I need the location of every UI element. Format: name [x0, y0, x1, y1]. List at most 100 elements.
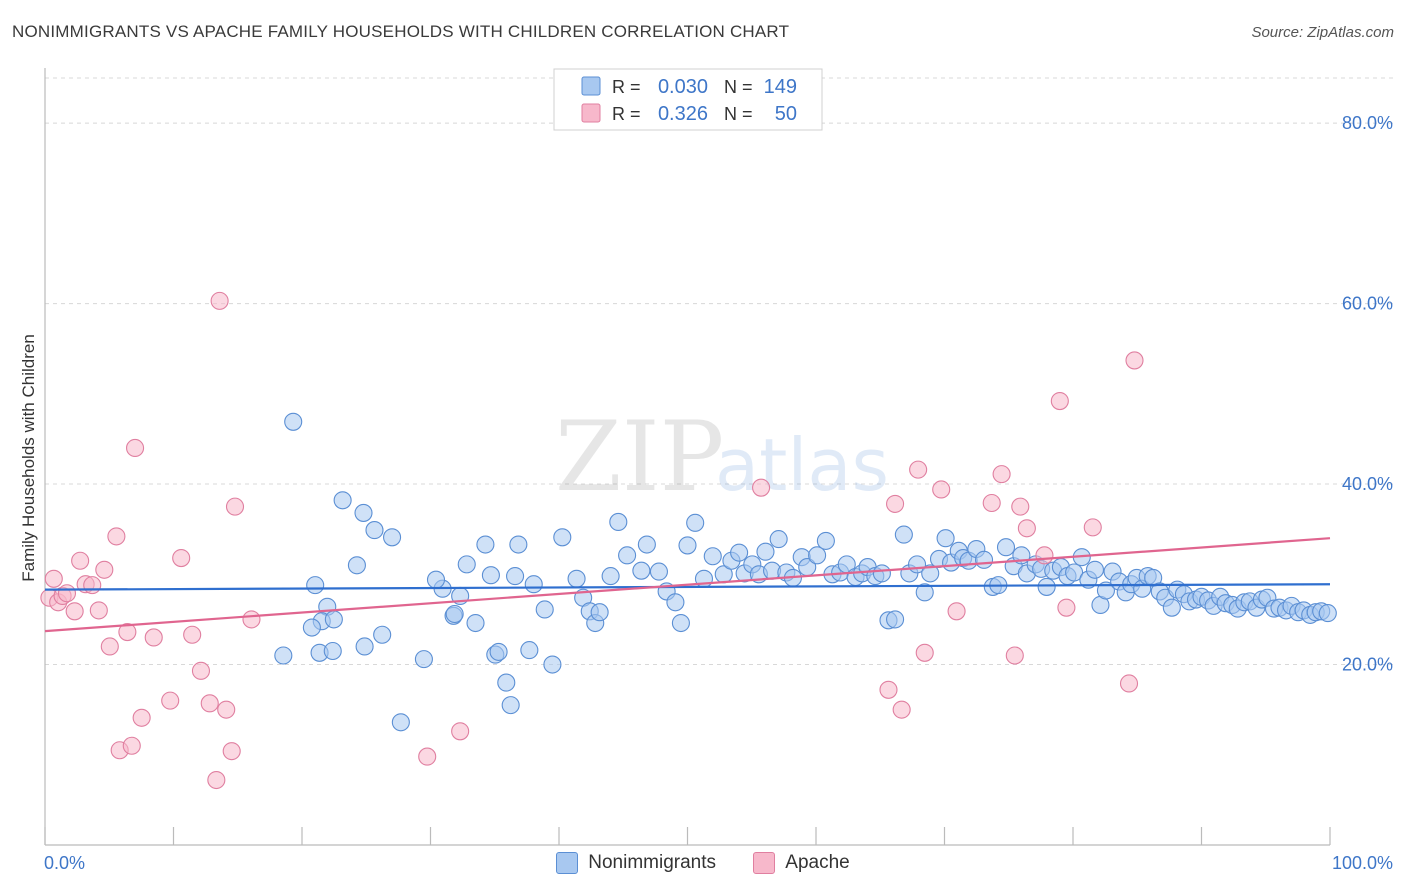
legend-correlation: R = 0.030 N = 149 R = 0.326 N = 50: [553, 68, 823, 131]
watermark: ZIP atlas: [555, 401, 889, 513]
apache-point: [932, 480, 951, 499]
nonimmigrants-point: [414, 650, 433, 669]
nonimmigrants-point: [618, 546, 637, 565]
nonimmigrants-point: [609, 512, 628, 532]
source-label: Source: ZipAtlas.com: [1251, 24, 1394, 41]
axes: [44, 68, 1331, 846]
apache-point: [71, 551, 90, 570]
nonimmigrants-point: [302, 618, 321, 637]
apache-point: [1035, 546, 1054, 565]
nonimmigrants-point: [1065, 563, 1084, 582]
apache-point: [1005, 646, 1024, 665]
apache-point: [909, 460, 928, 479]
series-nonimmigrants: [274, 412, 1337, 732]
nonimmigrants-point: [347, 556, 366, 575]
nonimmigrants-point: [445, 604, 464, 624]
apache-point: [100, 637, 119, 656]
apache-point: [886, 494, 905, 513]
nonimmigrants-point: [703, 547, 722, 566]
apache-point: [992, 465, 1011, 484]
legend-n-label: N =: [724, 104, 753, 124]
nonimmigrants-point: [323, 641, 342, 661]
nonimmigrants-point: [915, 583, 934, 602]
nonimmigrants-point: [506, 567, 525, 586]
legend-r-value: 0.030: [658, 76, 708, 98]
nonimmigrants-point: [886, 610, 905, 629]
apache-point: [1057, 598, 1076, 617]
legend-n-label: N =: [724, 77, 753, 97]
legend-r-value: 0.326: [658, 103, 708, 125]
nonimmigrants-point: [601, 567, 620, 586]
apache-point: [947, 602, 966, 621]
nonimmigrants-point: [535, 600, 554, 619]
apache-point: [118, 622, 137, 642]
legend-n-value: 149: [764, 76, 797, 98]
x-tick-label-min: 0.0%: [44, 853, 85, 873]
nonimmigrants-point: [872, 564, 891, 583]
nonimmigrants-point: [590, 603, 609, 622]
nonimmigrants-point: [1085, 560, 1105, 579]
nonimmigrants-point: [497, 673, 516, 692]
nonimmigrants-point: [666, 593, 685, 612]
nonimmigrants-point: [524, 575, 543, 594]
apache-point: [1083, 518, 1102, 537]
y-tick-label: 20.0%: [1342, 655, 1393, 675]
nonimmigrants-point: [678, 536, 697, 555]
nonimmigrants-point: [567, 569, 586, 588]
apache-point: [451, 722, 470, 741]
nonimmigrants-point: [1162, 598, 1181, 617]
apache-point: [200, 694, 219, 713]
nonimmigrants-point: [543, 655, 562, 674]
legend-n-value: 50: [775, 103, 797, 125]
nonimmigrants-point: [553, 528, 572, 547]
nonimmigrants-point: [936, 529, 955, 548]
apache-point: [1050, 391, 1069, 411]
apache-point: [89, 601, 108, 620]
apache-point: [915, 643, 934, 662]
apache-point: [144, 628, 163, 647]
nonimmigrants-point: [373, 625, 392, 644]
apache-point: [183, 625, 202, 644]
nonimmigrants-point: [632, 561, 651, 580]
apache-point: [1011, 497, 1030, 516]
legend-swatch-nonimmigrants: [556, 852, 579, 874]
nonimmigrants-point: [1318, 604, 1337, 623]
nonimmigrants-point: [426, 570, 446, 589]
apache-point: [65, 602, 84, 621]
watermark-atlas: atlas: [715, 423, 889, 507]
apache-point: [210, 291, 229, 310]
apache-point: [222, 742, 241, 761]
apache-point: [217, 700, 236, 719]
trend-line-nonimmigrants: [44, 583, 1331, 591]
nonimmigrants-point: [686, 513, 705, 532]
legend-swatch: [581, 76, 601, 96]
legend-item-apache: Apache: [753, 852, 850, 874]
y-tick-label: 40.0%: [1342, 474, 1393, 494]
nonimmigrants-point: [476, 535, 495, 554]
apache-point: [95, 560, 114, 579]
nonimmigrants-point: [324, 610, 343, 629]
nonimmigrants-point: [730, 543, 749, 562]
y-tick-label: 60.0%: [1342, 294, 1393, 314]
legend-label-nonimmigrants: Nonimmigrants: [588, 852, 717, 873]
legend-r-label: R =: [612, 77, 641, 97]
apache-point: [107, 527, 126, 546]
nonimmigrants-point: [274, 646, 293, 665]
legend-label-apache: Apache: [785, 852, 850, 873]
nonimmigrants-point: [894, 525, 913, 544]
legend-swatch: [581, 103, 601, 123]
apache-point: [57, 584, 77, 603]
nonimmigrants-point: [365, 521, 384, 540]
tick-labels: 20.0% 40.0% 60.0% 80.0% 0.0% 100.0%: [44, 113, 1393, 873]
legend-swatch-apache: [753, 852, 776, 874]
nonimmigrants-point: [520, 641, 539, 660]
nonimmigrants-point: [333, 491, 352, 510]
nonimmigrants-point: [481, 566, 500, 585]
apache-point: [242, 610, 261, 629]
nonimmigrants-point: [354, 503, 373, 522]
nonimmigrants-point: [671, 613, 690, 633]
x-tick-label-max: 100.0%: [1332, 853, 1393, 873]
y-tick-label: 80.0%: [1342, 113, 1393, 133]
nonimmigrants-point: [1096, 581, 1115, 600]
nonimmigrants-point: [489, 642, 508, 661]
